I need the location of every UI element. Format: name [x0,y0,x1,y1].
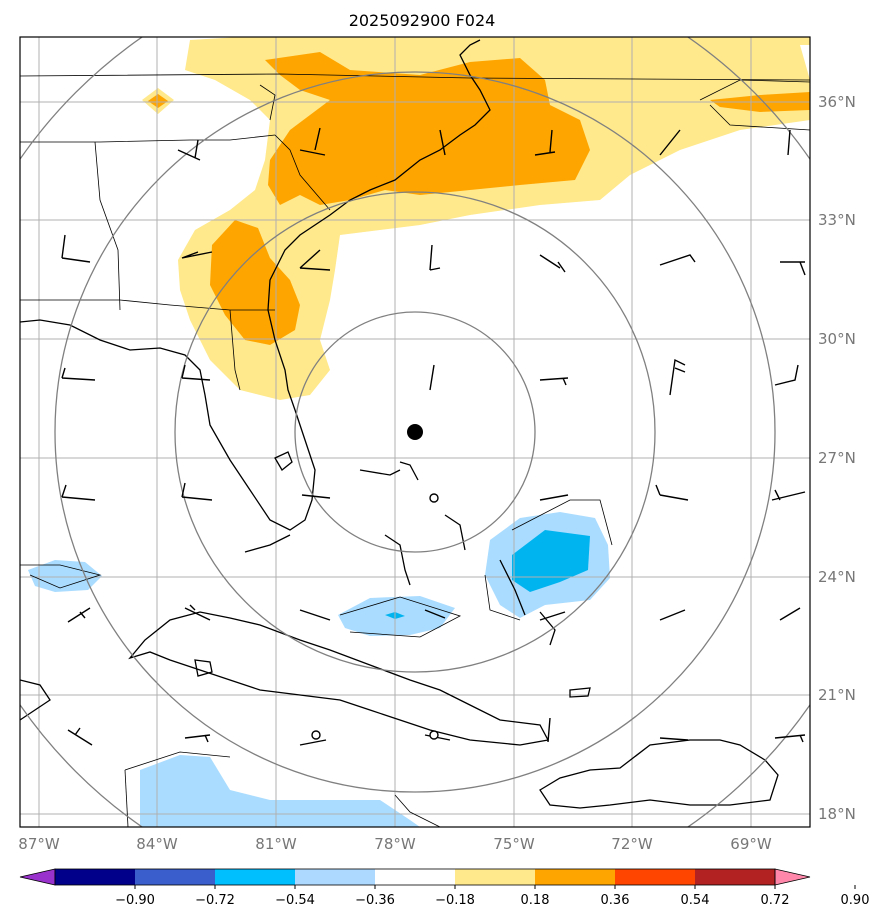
colorbar-tick-label: 0.36 [601,893,630,908]
state-borders [20,73,810,827]
colorbar-segment [215,869,296,885]
positive-mid-anomaly-fill [148,52,810,345]
lat-label: 24°N [818,568,856,586]
lon-label: 84°W [136,835,178,853]
wind-barbs [61,127,806,746]
longitude-labels: 87°W 84°W 81°W 78°W 75°W 72°W 69°W [18,835,772,853]
storm-center-marker [407,424,423,440]
lat-label: 33°N [818,211,856,229]
station-markers [311,493,439,740]
colorbar-segment [615,869,696,885]
colorbar-tick-label: −0.54 [275,893,315,908]
map-frame [19,36,811,828]
colorbar-extend-high [774,868,811,886]
lon-label: 81°W [255,835,297,853]
colorbar-segment [135,869,216,885]
colorbar-frame [54,868,776,886]
colorbar-tick-label: −0.18 [435,893,475,908]
colorbar-tick-label: −0.90 [115,893,155,908]
lon-label: 69°W [730,835,772,853]
lat-label: 27°N [818,449,856,467]
colorbar-segment [535,869,616,885]
colorbar-segment [455,869,536,885]
colorbar-tick-label: −0.72 [195,893,235,908]
lon-label: 87°W [18,835,60,853]
graticule [20,37,810,827]
lat-label: 21°N [818,686,856,704]
colorbar-tick-label: 0.72 [761,893,790,908]
lat-label: 30°N [818,330,856,348]
lon-label: 72°W [611,835,653,853]
colorbar-segment [55,869,136,885]
colorbar-tick-label: 0.54 [681,893,710,908]
lat-label: 36°N [818,93,856,111]
map-title: 2025092900 F024 [349,11,496,30]
colorbar-segment [375,869,456,885]
latitude-labels: 36°N 33°N 30°N 27°N 24°N 21°N 18°N [818,93,856,823]
colorbar-extend-low [19,868,56,886]
colorbar-tick-label: 0.90 [841,893,870,908]
colorbar: −0.90 −0.72 −0.54 −0.36 −0.18 0.18 0.36 0.54 0.7… [19,868,870,908]
lat-label: 18°N [818,805,856,823]
colorbar-segment [695,869,776,885]
lon-label: 78°W [374,835,416,853]
lon-label: 75°W [493,835,535,853]
colorbar-segment [295,869,376,885]
colorbar-tick-label: −0.36 [355,893,395,908]
colorbar-tick-label: 0.18 [521,893,550,908]
